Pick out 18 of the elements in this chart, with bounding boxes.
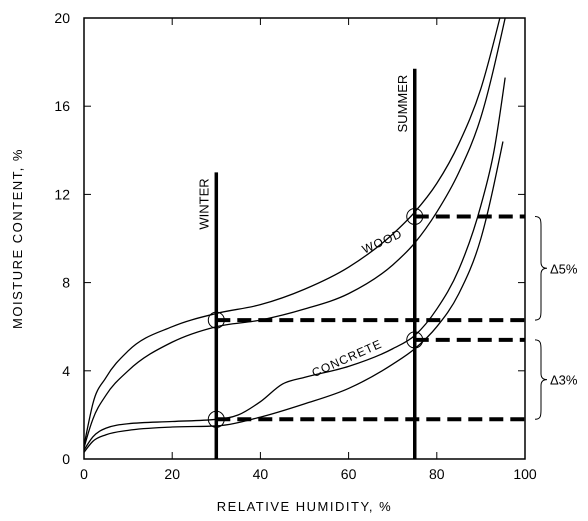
y-tick-label: 0 [62,451,70,467]
text: SUMMER [394,74,410,132]
x-axis-title: RELATIVE HUMIDITY, % [216,499,392,514]
y-tick-label: 8 [62,274,70,291]
x-tick-label: 0 [80,466,88,482]
y-tick-label: 4 [62,362,70,379]
x-tick-label: 20 [164,466,180,482]
x-tick-label: 100 [513,466,537,482]
y-axis-title: MOISTURE CONTENT, % [10,148,25,329]
text: Δ5% [550,261,578,276]
text: WINTER [196,178,212,230]
y-tick-label: 12 [54,186,70,202]
y-tick-label: 16 [54,98,70,114]
x-tick-label: 40 [252,466,268,482]
y-tick-label: 20 [54,10,70,26]
x-tick-label: 60 [340,466,357,482]
x-tick-label: 80 [429,466,445,482]
text: Δ3% [550,372,578,388]
